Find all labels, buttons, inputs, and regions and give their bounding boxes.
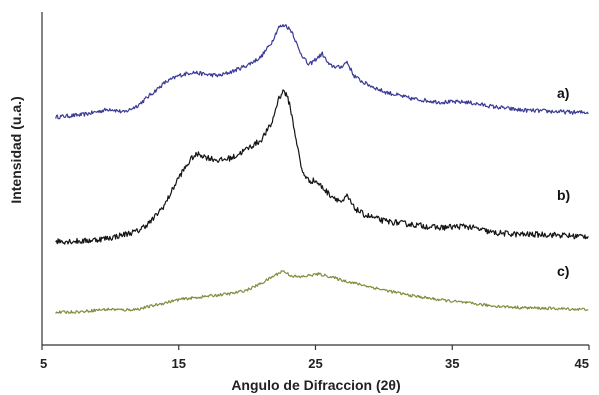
series-label-c: c) [557,263,569,279]
series-line-c [55,270,589,314]
x-tick-label: 35 [445,356,459,371]
x-tick-label: 5 [40,356,47,371]
x-tick-label: 25 [308,356,322,371]
series-line-b [55,89,589,245]
x-tick-label: 45 [575,356,589,371]
series-labels: a) b) c) [557,85,570,279]
axes [41,12,589,346]
series-label-a: a) [557,85,569,101]
x-axis-title: Angulo de Difraccion (2θ) [231,377,400,393]
series-label-b: b) [557,187,570,203]
y-axis-title: Intensidad (u.a.) [8,96,24,203]
series-layer [55,24,589,314]
x-tick-label: 15 [172,356,186,371]
series-line-a [55,24,589,120]
x-ticks: 5 15 25 35 45 [40,345,590,371]
